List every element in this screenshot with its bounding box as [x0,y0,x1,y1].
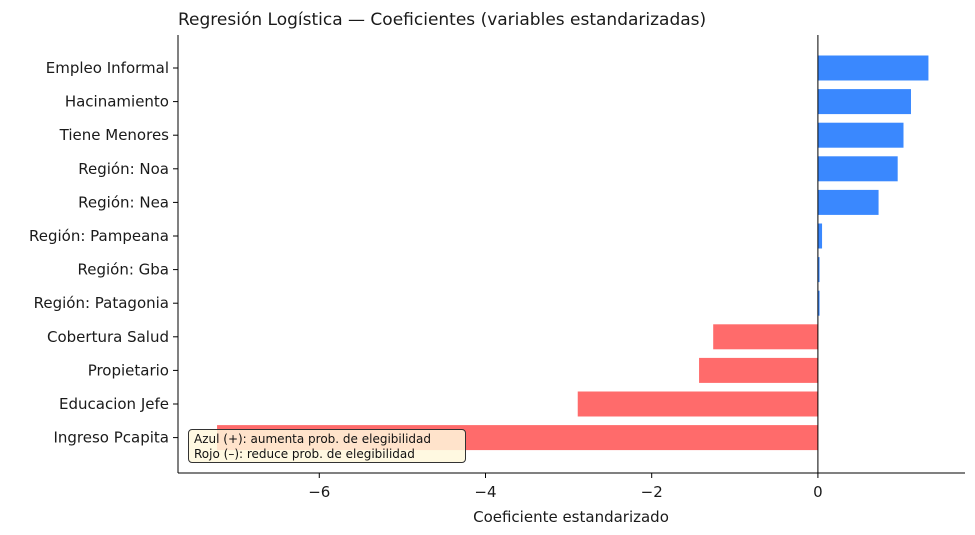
bar [817,189,879,215]
y-tick-label: Ingreso Pcapita [53,429,169,447]
y-tick-label: Región: Noa [78,160,169,178]
y-tick-label: Propietario [88,361,169,379]
legend-annotation: Azul (+): aumenta prob. de elegibilidad … [188,429,466,463]
x-tick-label: −6 [308,483,330,501]
x-ticks: −6 −4 −2 0 [308,473,823,501]
x-tick-label: −2 [641,483,663,501]
x-tick-label: 0 [813,483,823,501]
bar [817,89,911,115]
y-tick-label: Región: Nea [78,193,169,211]
bar [817,223,823,249]
y-tick-label: Educacion Jefe [59,395,169,413]
y-tick-label: Región: Pampeana [29,227,169,245]
y-tick-label: Tiene Menores [59,126,170,144]
y-tick-label: Región: Patagonia [34,294,169,312]
bar [817,257,820,283]
x-axis-label: Coeficiente estandarizado [473,508,669,526]
bar [577,391,818,417]
y-tick-label: Empleo Informal [46,59,169,77]
chart-title: Regresión Logística — Coeficientes (vari… [178,10,706,30]
y-tick-label: Hacinamiento [65,93,169,111]
bar [699,357,818,383]
bar [817,290,820,316]
x-tick-label: −4 [474,483,496,501]
y-tick-label: Cobertura Salud [47,328,169,346]
bars-group [217,55,929,451]
y-tick-labels: Empleo Informal Hacinamiento Tiene Menores… [29,59,178,447]
bar [713,324,818,350]
bar [817,122,904,148]
legend-negative-text: Rojo (–): reduce prob. de elegibilidad [194,447,415,461]
y-tick-label: Región: Gba [77,261,169,279]
bar [817,55,929,81]
legend-positive-text: Azul (+): aumenta prob. de elegibilidad [194,432,431,446]
bar [817,156,898,182]
